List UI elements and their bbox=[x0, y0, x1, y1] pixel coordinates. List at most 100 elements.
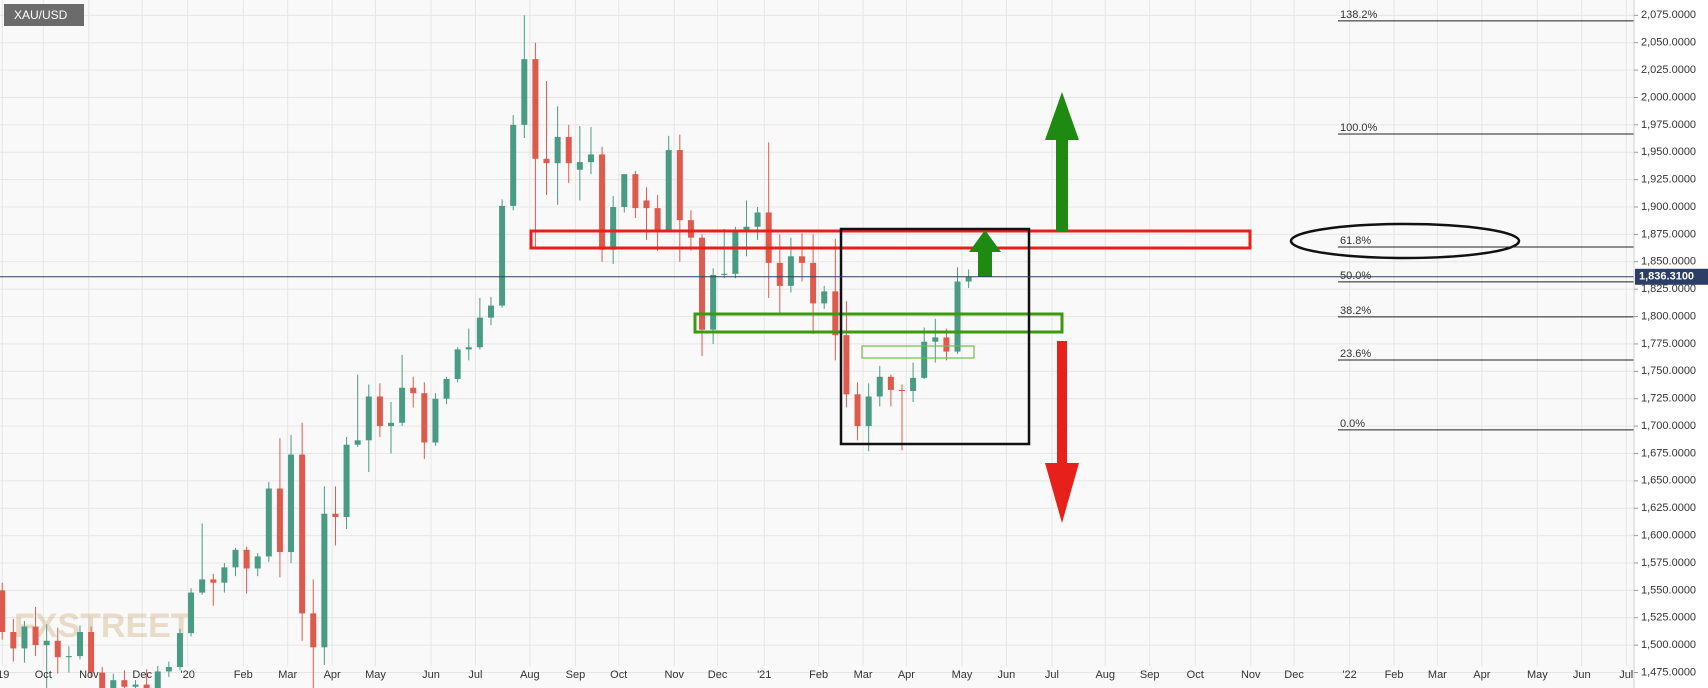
candle-body bbox=[221, 567, 228, 583]
y-tick-label: 1,550.0000 bbox=[1641, 584, 1696, 596]
candle-body bbox=[787, 256, 794, 286]
candle-body bbox=[99, 672, 106, 688]
candle-body bbox=[176, 633, 183, 668]
x-tick-label: Mar bbox=[278, 669, 297, 681]
drawings bbox=[529, 92, 1521, 523]
candle-body bbox=[232, 549, 239, 568]
candle-body bbox=[665, 150, 672, 231]
candle-body bbox=[821, 291, 828, 304]
x-tick-label: Nov bbox=[1241, 669, 1261, 681]
candle-body bbox=[54, 640, 61, 658]
current-price-label: 1,836.3100 bbox=[1639, 271, 1694, 283]
candle-body bbox=[476, 317, 483, 348]
x-tick-label: Apr bbox=[898, 669, 915, 681]
candle-body bbox=[354, 440, 361, 445]
fib-label: 50.0% bbox=[1340, 270, 1371, 282]
x-tick-label: Oct bbox=[610, 669, 627, 681]
fib-label: 61.8% bbox=[1340, 235, 1371, 247]
arrow-up-shaft bbox=[1056, 138, 1068, 231]
axes: 1,475.0000 1,500.0000 1,525.0000 1,550.0000… bbox=[0, 9, 1708, 681]
candle-body bbox=[332, 513, 339, 517]
x-tick-label: Jun bbox=[422, 669, 440, 681]
candle-body bbox=[687, 220, 694, 238]
candle-body bbox=[365, 396, 372, 441]
symbol-badge bbox=[4, 4, 84, 26]
candle-body bbox=[487, 305, 494, 318]
candle-body bbox=[732, 231, 739, 274]
candle-body bbox=[654, 208, 661, 231]
candle-body bbox=[932, 337, 939, 342]
x-tick-label: Oct bbox=[35, 669, 52, 681]
minor-zone bbox=[861, 345, 975, 359]
candle-body bbox=[454, 349, 461, 379]
candle-body bbox=[165, 667, 172, 672]
candle-body bbox=[21, 626, 28, 649]
candle-body bbox=[943, 337, 950, 352]
candle-body bbox=[776, 262, 783, 286]
small-arrow-head bbox=[969, 230, 1001, 252]
y-tick-label: 1,650.0000 bbox=[1641, 475, 1696, 487]
y-tick-label: 1,625.0000 bbox=[1641, 502, 1696, 514]
candle-body bbox=[921, 341, 928, 378]
fib-label: 100.0% bbox=[1340, 122, 1378, 134]
candle-body bbox=[343, 444, 350, 517]
y-tick-label: 1,575.0000 bbox=[1641, 557, 1696, 569]
candle-body bbox=[521, 59, 528, 125]
candle-body bbox=[243, 549, 250, 569]
candle-body bbox=[399, 387, 406, 423]
candle-body bbox=[699, 237, 706, 330]
x-tick-label: '19 bbox=[0, 669, 9, 681]
x-tick-label: Dec bbox=[132, 669, 152, 681]
candle-body bbox=[721, 273, 728, 275]
candle-body bbox=[876, 376, 883, 397]
x-tick-label: Nov bbox=[664, 669, 684, 681]
candle-body bbox=[610, 207, 617, 250]
candle-body bbox=[410, 387, 417, 394]
candle-body bbox=[887, 376, 894, 390]
candle-body bbox=[565, 136, 572, 164]
candle-body bbox=[643, 200, 650, 209]
y-tick-label: 2,075.0000 bbox=[1641, 9, 1696, 21]
x-tick-label: Mar bbox=[1428, 669, 1447, 681]
y-tick-label: 1,900.0000 bbox=[1641, 201, 1696, 213]
candle-body bbox=[88, 631, 95, 673]
candle-body bbox=[110, 680, 117, 688]
watermark: FXSTREET bbox=[14, 607, 192, 645]
candle-body bbox=[910, 377, 917, 392]
x-tick-label: Dec bbox=[708, 669, 728, 681]
x-tick-label: Jul bbox=[1619, 669, 1633, 681]
candle-body bbox=[254, 556, 261, 569]
candle-body bbox=[632, 174, 639, 209]
y-tick-label: 1,750.0000 bbox=[1641, 365, 1696, 377]
x-tick-label: Sep bbox=[566, 669, 586, 681]
highlight-ellipse bbox=[1289, 222, 1521, 260]
x-tick-label: Aug bbox=[520, 669, 540, 681]
grid bbox=[0, 0, 1634, 674]
fib-label: 38.2% bbox=[1340, 305, 1371, 317]
candle-body bbox=[799, 256, 806, 263]
x-tick-label: Jun bbox=[1573, 669, 1591, 681]
x-tick-label: Oct bbox=[1187, 669, 1204, 681]
y-tick-label: 1,975.0000 bbox=[1641, 119, 1696, 131]
y-tick-label: 1,775.0000 bbox=[1641, 338, 1696, 350]
candle-body bbox=[743, 226, 750, 232]
candle-body bbox=[443, 378, 450, 399]
candle-body bbox=[599, 154, 606, 250]
consolidation-box bbox=[839, 227, 1031, 446]
x-tick-label: Mar bbox=[854, 669, 873, 681]
candle-body bbox=[65, 656, 72, 658]
x-tick-label: Feb bbox=[234, 669, 253, 681]
candle-body bbox=[965, 276, 972, 282]
resistance-zone bbox=[529, 229, 1252, 250]
candle-body bbox=[898, 389, 905, 392]
x-tick-label: Jul bbox=[1045, 669, 1059, 681]
price-axis-background bbox=[1634, 0, 1708, 688]
x-tick-label: Apr bbox=[324, 669, 341, 681]
candle-body bbox=[432, 398, 439, 443]
arrow-down-head bbox=[1045, 463, 1079, 523]
y-tick-label: 1,475.0000 bbox=[1641, 666, 1696, 678]
candle-body bbox=[865, 396, 872, 427]
candle-body bbox=[543, 158, 550, 164]
candle-body bbox=[132, 684, 139, 687]
